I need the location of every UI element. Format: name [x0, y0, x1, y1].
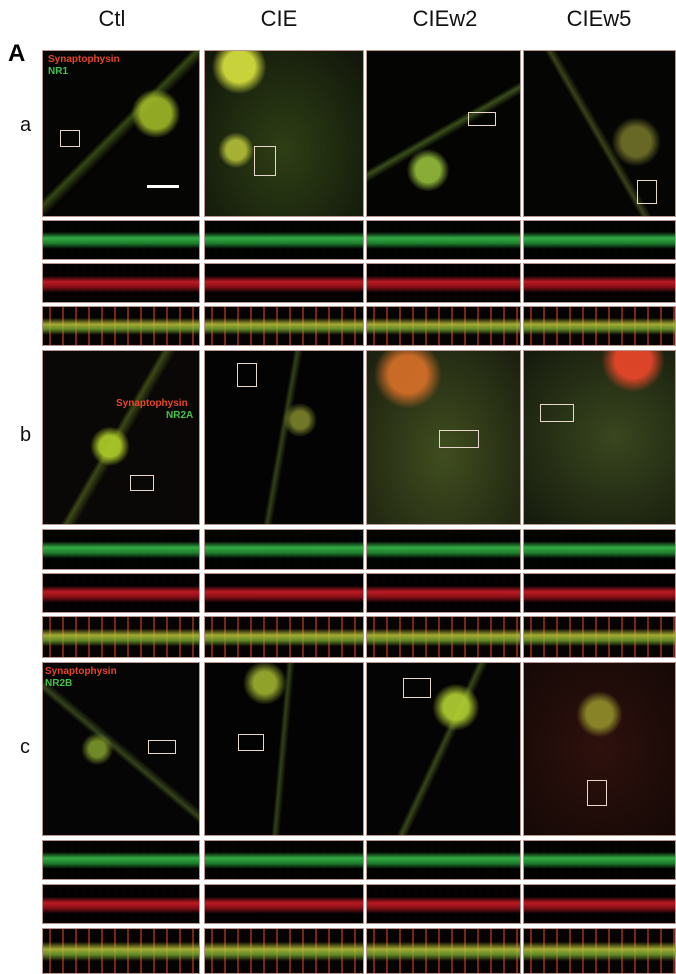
roi-box [403, 678, 431, 698]
column-label-ctl: Ctl [98, 6, 126, 31]
column-label-ciew2: CIEw2 [412, 6, 478, 31]
strip-merge-b-ciew5 [523, 616, 676, 658]
roi-box [254, 146, 276, 176]
strip-merge-b-ctl [42, 616, 200, 658]
strip-green-a-ciew5 [523, 220, 676, 260]
strip-green-b-cie [204, 529, 364, 570]
micrograph-c-ctl [42, 662, 200, 836]
strip-red-a-ctl [42, 263, 200, 303]
roi-box [238, 734, 264, 751]
roi-box [540, 404, 574, 422]
panel-letter: A [8, 40, 26, 67]
roi-box [587, 780, 607, 806]
strip-red-b-ctl [42, 573, 200, 613]
label-synaptophysin-b: Synaptophysin [116, 398, 188, 409]
strip-red-a-cie [204, 263, 364, 303]
strip-green-c-ciew2 [366, 840, 521, 880]
strip-red-c-ctl [42, 884, 200, 924]
strip-red-b-cie [204, 573, 364, 613]
strip-red-c-ciew5 [523, 884, 676, 924]
strip-merge-c-ctl [42, 928, 200, 974]
micrograph-c-ciew2 [366, 662, 521, 836]
roi-box [439, 430, 479, 448]
strip-red-a-ciew5 [523, 263, 676, 303]
roi-box [237, 363, 257, 387]
label-synaptophysin-a: Synaptophysin [48, 54, 120, 65]
strip-green-c-ciew5 [523, 840, 676, 880]
micrograph-a-cie [204, 50, 364, 217]
strip-red-b-ciew5 [523, 573, 676, 613]
label-receptor-b: NR2A [166, 410, 194, 421]
row-letter-b: b [20, 424, 32, 446]
column-label-cie: CIE [260, 6, 298, 31]
strip-green-b-ciew5 [523, 529, 676, 570]
strip-green-a-ciew2 [366, 220, 521, 260]
row-letter-c: c [20, 736, 30, 758]
micrograph-b-ciew5 [523, 350, 676, 525]
micrograph-a-ciew5 [523, 50, 676, 217]
strip-merge-c-ciew5 [523, 928, 676, 974]
strip-green-b-ctl [42, 529, 200, 570]
label-receptor-a: NR1 [48, 66, 69, 77]
strip-green-c-cie [204, 840, 364, 880]
strip-green-a-cie [204, 220, 364, 260]
micrograph-b-cie [204, 350, 364, 525]
roi-box [148, 740, 176, 754]
micrograph-c-ciew5 [523, 662, 676, 836]
strip-green-b-ciew2 [366, 529, 521, 570]
row-letter-a: a [20, 114, 32, 136]
strip-green-c-ctl [42, 840, 200, 880]
scale-bar [147, 185, 179, 188]
strip-red-c-ciew2 [366, 884, 521, 924]
strip-red-b-ciew2 [366, 573, 521, 613]
strip-merge-b-cie [204, 616, 364, 658]
strip-merge-a-ciew5 [523, 306, 676, 346]
roi-box [60, 130, 80, 147]
strip-green-a-ctl [42, 220, 200, 260]
micrograph-a-ctl [42, 50, 200, 217]
strip-red-c-cie [204, 884, 364, 924]
column-label-ciew5: CIEw5 [566, 6, 632, 31]
strip-merge-a-cie [204, 306, 364, 346]
strip-merge-c-cie [204, 928, 364, 974]
label-receptor-c: NR2B [45, 678, 73, 689]
roi-box [637, 180, 657, 204]
label-synaptophysin-c: Synaptophysin [45, 666, 117, 677]
strip-red-a-ciew2 [366, 263, 521, 303]
micrograph-b-ciew2 [366, 350, 521, 525]
strip-merge-b-ciew2 [366, 616, 521, 658]
strip-merge-a-ctl [42, 306, 200, 346]
micrograph-b-ctl [42, 350, 200, 525]
roi-box [468, 112, 496, 126]
strip-merge-c-ciew2 [366, 928, 521, 974]
strip-merge-a-ciew2 [366, 306, 521, 346]
roi-box [130, 475, 154, 491]
micrograph-a-ciew2 [366, 50, 521, 217]
micrograph-c-cie [204, 662, 364, 836]
